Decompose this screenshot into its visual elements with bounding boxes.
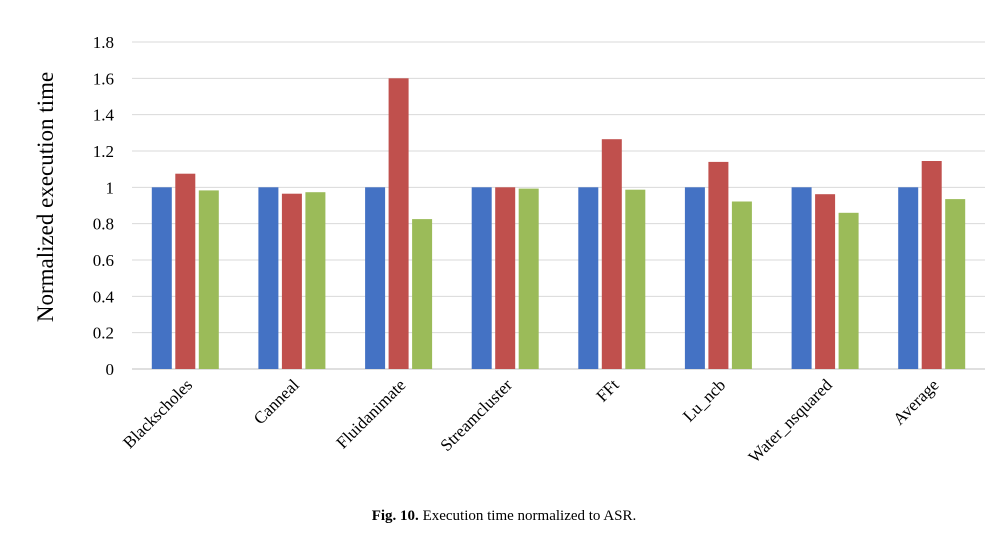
bar-chart: 0 0.2 0.4 0.6 0.8 1 1.2 1.4 1.6 1.8 Blackscholes C… <box>33 33 985 467</box>
y-tick-label: 0.2 <box>93 324 114 343</box>
bar-canneal-series-1 <box>258 187 279 369</box>
x-tick-label: Blackscholes <box>119 375 196 452</box>
y-tick-label: 1.6 <box>93 69 114 88</box>
bar-water_nsquared-series-1 <box>791 187 812 369</box>
y-tick-label: 1.4 <box>93 106 115 125</box>
bar-lu_ncb-series-1 <box>684 187 705 369</box>
y-tick-label: 0.4 <box>93 287 115 306</box>
bar-average-series-2 <box>921 161 942 369</box>
y-tick-labels: 0 0.2 0.4 0.6 0.8 1 1.2 1.4 1.6 1.8 <box>93 33 115 379</box>
bar-lu_ncb-series-2 <box>708 161 729 369</box>
bar-fluidanimate-series-1 <box>365 187 386 369</box>
y-tick-label: 0.8 <box>93 215 114 234</box>
y-tick-label: 1.8 <box>93 33 114 52</box>
y-tick-label: 0.6 <box>93 251 114 270</box>
y-axis-label: Normalized execution time <box>33 72 58 322</box>
x-tick-label: Average <box>889 375 942 428</box>
x-tick-label: Fluidanimate <box>333 375 410 452</box>
bar-streamcluster-series-2 <box>495 187 516 369</box>
bar-fluidanimate-series-2 <box>388 78 409 370</box>
bar-water_nsquared-series-3 <box>838 212 859 369</box>
y-tick-label: 1 <box>106 178 115 197</box>
bar-fft-series-2 <box>601 139 622 369</box>
caption-label: Fig. 10. <box>371 508 419 524</box>
bar-canneal-series-3 <box>305 192 326 369</box>
x-tick-label: Streamcluster <box>436 375 516 455</box>
y-tick-label: 0 <box>106 360 115 379</box>
x-tick-label: Canneal <box>250 375 303 428</box>
bar-lu_ncb-series-3 <box>731 201 752 369</box>
bar-average-series-1 <box>898 187 919 369</box>
bar-blackscholes-series-3 <box>198 190 219 369</box>
figure-caption: Fig. 10. Execution time normalized to AS… <box>0 508 1008 525</box>
caption-text: Execution time normalized to ASR. <box>422 508 637 524</box>
y-tick-label: 1.2 <box>93 142 114 161</box>
bar-blackscholes-series-2 <box>175 173 196 369</box>
bar-blackscholes-series-1 <box>151 187 172 369</box>
bar-fft-series-1 <box>578 187 599 369</box>
x-tick-label: FFt <box>592 375 622 405</box>
bar-fft-series-3 <box>625 189 646 369</box>
bars <box>151 78 966 370</box>
x-tick-label: Lu_ncb <box>679 375 729 425</box>
bar-fluidanimate-series-3 <box>412 219 433 369</box>
bar-water_nsquared-series-2 <box>815 194 836 369</box>
bar-average-series-3 <box>945 199 966 369</box>
x-tick-label: Water_nsquared <box>745 375 837 467</box>
bar-canneal-series-2 <box>281 193 302 369</box>
bar-streamcluster-series-1 <box>471 187 492 369</box>
x-tick-labels: Blackscholes Canneal Fluidanimate Streamclu… <box>119 375 942 467</box>
bar-streamcluster-series-3 <box>518 188 539 369</box>
